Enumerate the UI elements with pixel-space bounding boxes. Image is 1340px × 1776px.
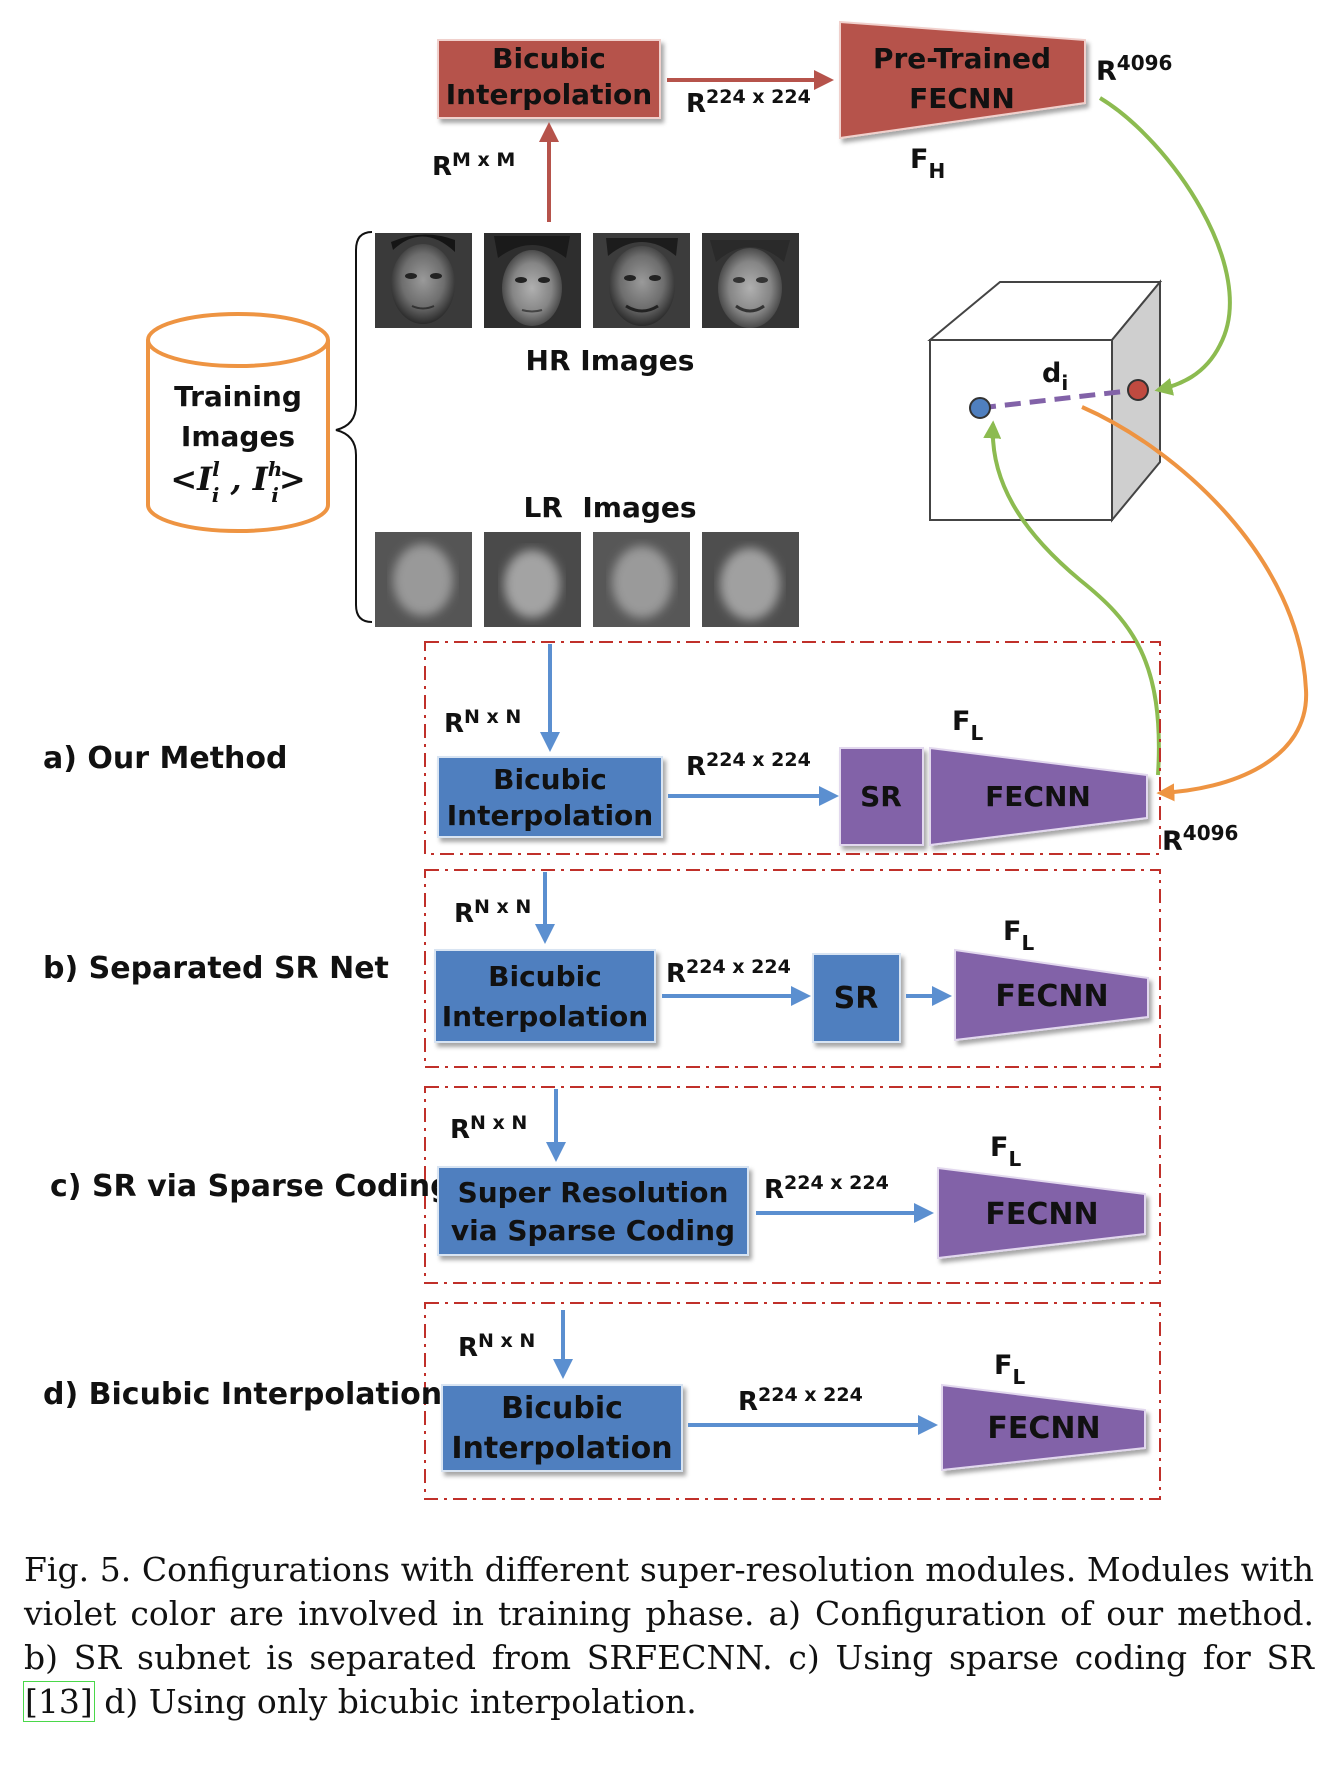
lr-feature-point xyxy=(969,397,991,419)
row-a-fl-label: FL xyxy=(952,706,983,745)
rmxm-label: RM x M xyxy=(432,149,515,182)
fh-label: FH xyxy=(910,144,945,183)
hr-images xyxy=(375,233,799,328)
hr-feature-point xyxy=(1127,379,1149,401)
row-d-title: d) Bicubic Interpolation xyxy=(43,1377,442,1412)
row-c-sparse-box: Super Resolution via Sparse Coding xyxy=(437,1166,749,1256)
lr-images-label: LR Images xyxy=(523,491,696,524)
row-d-frame xyxy=(424,1302,1161,1500)
row-c-r224-label: R224 x 224 xyxy=(764,1172,889,1205)
row-a-box-label-1: Bicubic xyxy=(493,763,607,796)
top-bicubic-label-1: Bicubic xyxy=(492,42,606,75)
row-c-rnn-label: RN x N xyxy=(450,1112,527,1145)
row-d-box-label-2: Interpolation xyxy=(451,1431,672,1466)
row-a-fecnn-label: FECNN xyxy=(985,780,1091,813)
caption-text-1: Fig. 5. Configurations with different su… xyxy=(24,1550,1314,1677)
row-a-r4096-label: R4096 xyxy=(1162,821,1238,857)
pretrained-label-2: FECNN xyxy=(909,82,1015,115)
lr-images xyxy=(375,532,799,627)
row-a-frame xyxy=(424,641,1161,855)
green-arrow-hr-feature xyxy=(1098,96,1232,396)
row-b-r224-label: R224 x 224 xyxy=(666,956,791,989)
row-c-box-label-2: via Sparse Coding xyxy=(451,1214,735,1247)
row-b-sr-box: SR xyxy=(812,953,901,1043)
row-a-bicubic-box: Bicubic Interpolation xyxy=(437,756,663,838)
training-images-cylinder: Training Images <Il i , Ih i> xyxy=(146,312,330,533)
distance-label: di xyxy=(1042,358,1068,395)
row-d-r224-label: R224 x 224 xyxy=(738,1384,863,1417)
row-a-sr-label: SR xyxy=(860,780,902,813)
feature-space-cube: di xyxy=(927,279,1163,523)
row-b-sr-label: SR xyxy=(834,981,879,1016)
hr-face-2 xyxy=(484,233,581,328)
row-c-title: c) SR via Sparse Coding xyxy=(50,1169,452,1204)
hr-face-4 xyxy=(702,233,799,328)
row-a-fecnn-box: FECNN xyxy=(929,746,1148,847)
row-b-frame xyxy=(424,869,1161,1068)
lr-face-1 xyxy=(393,544,453,616)
pretrained-label-1: Pre-Trained xyxy=(873,42,1051,75)
green-arrow-lr-feature xyxy=(983,420,1161,776)
row-c-box-label-1: Super Resolution xyxy=(458,1176,729,1209)
training-label-2: Images xyxy=(181,420,295,453)
row-c-frame xyxy=(424,1086,1161,1284)
lr-face-2 xyxy=(504,550,560,618)
lr-face-3 xyxy=(612,546,672,618)
row-a-r224-label: R224 x 224 xyxy=(686,749,811,782)
caption-citation-link[interactable]: [13] xyxy=(23,1681,95,1722)
hr-images-label: HR Images xyxy=(526,344,695,377)
orange-loss-arrow xyxy=(1081,405,1309,802)
row-d-bicubic-box: Bicubic Interpolation xyxy=(441,1384,683,1472)
training-label-1: Training xyxy=(174,380,302,413)
row-a-rnn-label: RN x N xyxy=(444,706,521,739)
row-d-rnn-label: RN x N xyxy=(458,1330,535,1363)
row-b-fecnn-box: FECNN xyxy=(954,948,1149,1042)
row-b-box-label-1: Bicubic xyxy=(488,960,602,993)
row-c-fecnn-label: FECNN xyxy=(985,1197,1098,1232)
row-b-title: b) Separated SR Net xyxy=(43,951,389,986)
row-c-fl-label: FL xyxy=(990,1132,1021,1171)
row-b-box-label-2: Interpolation xyxy=(442,1000,648,1033)
top-bicubic-label-2: Interpolation xyxy=(446,78,652,111)
row-d-fl-label: FL xyxy=(994,1350,1025,1389)
top-bicubic-box: Bicubic Interpolation xyxy=(437,39,661,119)
training-pair-formula: <Il i , Ih i> xyxy=(170,457,305,507)
row-d-fecnn-label: FECNN xyxy=(987,1411,1100,1446)
row-c-fecnn-box: FECNN xyxy=(937,1166,1146,1260)
hr-face-1 xyxy=(375,233,472,328)
caption-text-2: d) Using only bicubic interpolation. xyxy=(93,1682,697,1721)
hr-face-3 xyxy=(593,233,690,328)
figure-caption: Fig. 5. Configurations with different su… xyxy=(23,1548,1314,1724)
row-b-fl-label: FL xyxy=(1003,916,1034,955)
row-d-box-label-1: Bicubic xyxy=(501,1391,623,1426)
row-b-bicubic-box: Bicubic Interpolation xyxy=(434,949,656,1043)
images-brace xyxy=(335,231,373,623)
pretrained-fecnn-box: Pre-Trained FECNN xyxy=(839,20,1086,140)
top-r224-label: R224 x 224 xyxy=(686,86,811,119)
row-a-title: a) Our Method xyxy=(43,741,287,776)
row-a-box-label-2: Interpolation xyxy=(447,799,653,832)
distance-line xyxy=(979,387,1137,411)
row-a-sr-box: SR xyxy=(839,747,924,846)
lr-face-4 xyxy=(720,548,780,620)
row-b-rnn-label: RN x N xyxy=(454,896,531,929)
row-b-fecnn-label: FECNN xyxy=(995,979,1108,1014)
row-d-fecnn-box: FECNN xyxy=(941,1383,1146,1472)
top-r4096-label: R4096 xyxy=(1096,51,1172,87)
